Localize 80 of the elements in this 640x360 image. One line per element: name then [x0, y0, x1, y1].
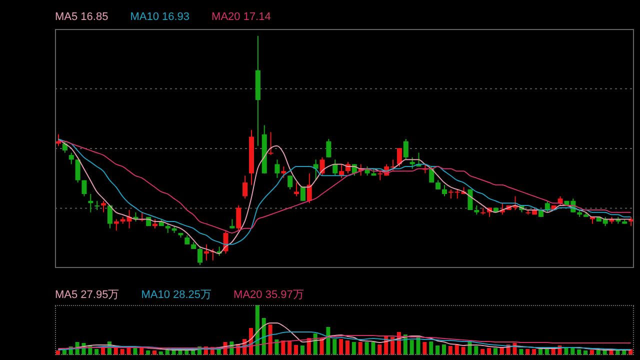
bar: [448, 346, 452, 355]
bar: [422, 342, 427, 355]
bar: [590, 350, 594, 355]
bar: [332, 339, 337, 355]
bar: [487, 348, 492, 355]
bar: [300, 346, 304, 355]
bar: [358, 342, 362, 355]
bar: [596, 350, 600, 355]
candlestick: [294, 182, 300, 197]
candlestick: [198, 246, 203, 266]
candlestick: [68, 152, 74, 165]
bar: [165, 350, 170, 355]
bar: [442, 344, 446, 355]
bar: [294, 345, 298, 355]
candlestick: [236, 204, 242, 232]
bar: [577, 350, 582, 355]
bar: [436, 346, 440, 355]
candlestick: [165, 223, 170, 234]
candlestick: [442, 184, 447, 197]
text: MA10 16.93: [130, 11, 190, 23]
bar: [114, 348, 118, 355]
bar: [352, 342, 356, 355]
bar: [526, 349, 530, 355]
text: MA10 28.25万: [141, 288, 212, 302]
bar: [326, 327, 330, 355]
candlestick: [82, 180, 87, 197]
candlestick: [268, 132, 274, 156]
candlestick: [300, 186, 306, 202]
bar: [480, 349, 485, 355]
candlestick: [558, 196, 563, 206]
bar: [378, 344, 382, 355]
bar: [346, 340, 350, 355]
bar: [339, 339, 344, 355]
candlestick: [107, 204, 112, 229]
candlestick: [184, 234, 190, 245]
bar: [268, 324, 272, 355]
bar: [255, 305, 260, 355]
bar: [474, 346, 478, 355]
candlestick: [313, 159, 318, 181]
bar: [274, 340, 279, 355]
bar: [410, 340, 414, 355]
bar: [371, 342, 376, 355]
bar: [454, 345, 459, 355]
candlestick: [332, 159, 338, 176]
bar: [461, 347, 466, 355]
bar: [519, 349, 524, 355]
candlestick: [75, 159, 80, 184]
bar: [281, 340, 286, 355]
text: MA5 27.95万: [55, 288, 120, 302]
bar: [94, 349, 99, 355]
candlestick: [274, 159, 280, 178]
candlestick: [230, 218, 235, 229]
text: MA20 17.14: [212, 11, 271, 23]
candlestick: [396, 148, 402, 167]
bar: [288, 340, 292, 355]
candlestick: [288, 175, 293, 190]
candlestick: [326, 138, 332, 158]
text: MA20 35.97万: [234, 288, 304, 302]
bar: [564, 348, 568, 355]
candlestick: [94, 200, 100, 211]
candlestick: [114, 218, 119, 232]
candlestick: [62, 140, 68, 154]
text: MA5 16.85: [55, 11, 108, 23]
bar: [532, 349, 536, 355]
bar: [493, 348, 498, 355]
candlestick: [436, 180, 441, 190]
bar: [62, 350, 66, 355]
candlestick: [101, 200, 106, 213]
bar: [120, 349, 124, 355]
candlestick: [403, 138, 408, 160]
candlestick: [281, 166, 286, 178]
bar: [390, 337, 395, 355]
candlestick: [242, 175, 248, 200]
bar: [262, 318, 266, 355]
bar: [429, 342, 434, 355]
bar: [538, 349, 542, 355]
candlestick: [429, 166, 434, 184]
bar: [364, 342, 369, 355]
candlestick: [544, 200, 550, 213]
candlestick: [474, 204, 480, 216]
